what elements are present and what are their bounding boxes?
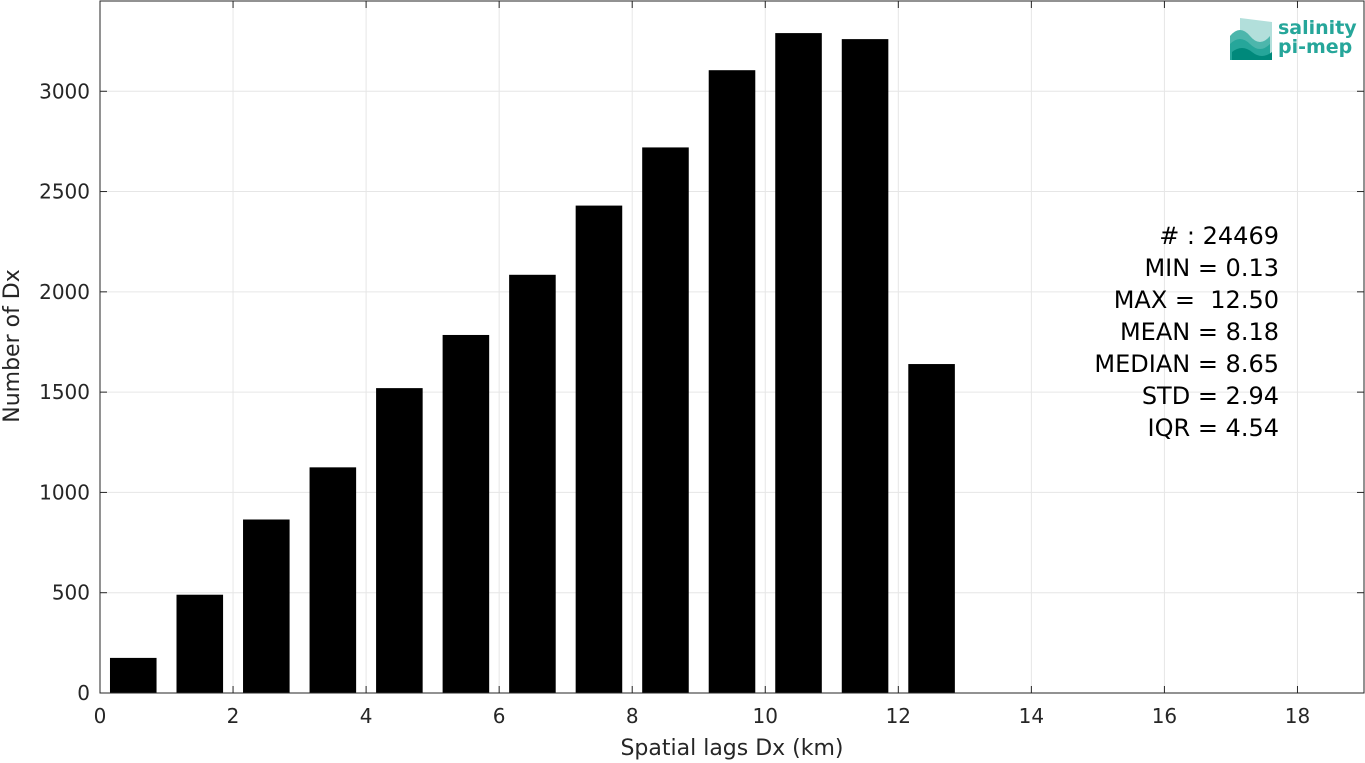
y-tick-label: 2500: [39, 180, 90, 204]
histogram-bar: [575, 205, 623, 693]
histogram-bar: [442, 334, 490, 693]
x-ticks: 0 2 4 6 8 10 12 14 16 18: [94, 1, 1310, 728]
axes: [99, 0, 1365, 694]
salinity-waves-icon: [1230, 18, 1272, 60]
x-tick-label: 14: [1019, 704, 1044, 728]
histogram-bar: [309, 467, 357, 693]
x-tick-label: 4: [360, 704, 373, 728]
histogram-bar: [176, 594, 224, 693]
stats-line: IQR = 4.54: [1148, 414, 1279, 442]
x-tick-label: 18: [1285, 704, 1310, 728]
stats-line: # : 24469: [1159, 222, 1279, 250]
x-tick-label: 2: [227, 704, 240, 728]
histogram-bar: [642, 147, 689, 693]
histogram-bar: [908, 364, 955, 693]
histogram-bar: [243, 519, 290, 693]
y-ticks: 0 500 1000 1500 2000 2500 3000: [39, 79, 1364, 705]
stats-line: MAX = 12.50: [1114, 286, 1279, 314]
y-axis-title: Number of Dx: [0, 269, 25, 423]
x-tick-label: 12: [886, 704, 911, 728]
y-tick-label: 2000: [39, 280, 90, 304]
histogram-bar: [775, 33, 822, 693]
x-tick-label: 8: [626, 704, 639, 728]
x-axis-title: Spatial lags Dx (km): [620, 736, 843, 761]
x-tick-label: 16: [1152, 704, 1177, 728]
bars: [109, 33, 955, 693]
plot-frame: [99, 0, 1365, 694]
x-tick-label: 0: [94, 704, 107, 728]
salinity-pi-mep-logo: salinity pi-mep: [1230, 17, 1357, 60]
histogram-bar: [708, 70, 756, 693]
histogram-bar: [841, 39, 889, 693]
stats-line: STD = 2.94: [1142, 382, 1279, 410]
statistics-box: # : 24469 MIN = 0.13 MAX = 12.50 MEAN = 8.1…: [1094, 222, 1279, 442]
y-tick-label: 500: [52, 581, 90, 605]
x-tick-label: 10: [753, 704, 778, 728]
histogram-bar: [109, 657, 157, 693]
logo-text-pi-mep: pi-mep: [1278, 36, 1352, 58]
y-tick-label: 3000: [39, 79, 90, 103]
y-tick-label: 1500: [39, 380, 90, 404]
histogram-bar: [376, 388, 423, 693]
stats-line: MEDIAN = 8.65: [1094, 350, 1279, 378]
histogram-bar: [509, 274, 556, 693]
y-tick-label: 0: [77, 681, 90, 705]
x-tick-label: 6: [493, 704, 506, 728]
stats-line: MIN = 0.13: [1144, 254, 1279, 282]
logo-text-salinity: salinity: [1278, 17, 1357, 39]
y-tick-label: 1000: [39, 480, 90, 504]
stats-line: MEAN = 8.18: [1120, 318, 1279, 346]
